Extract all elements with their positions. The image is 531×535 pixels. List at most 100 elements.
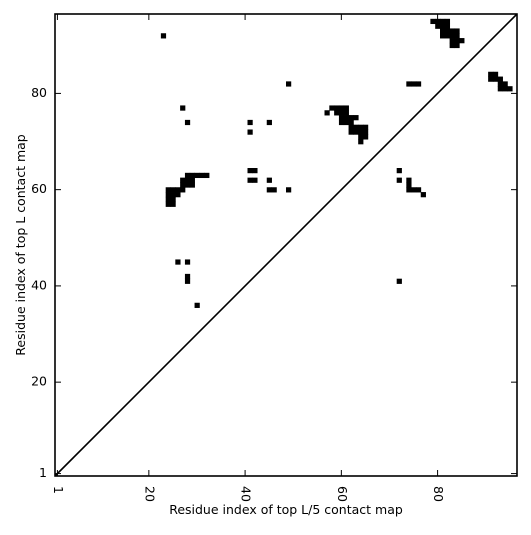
contact-cell xyxy=(180,187,186,193)
contact-cell xyxy=(286,81,292,87)
contact-cell xyxy=(430,18,436,25)
contact-cell xyxy=(165,187,171,193)
contact-cell xyxy=(444,33,451,39)
contact-cell xyxy=(492,76,499,82)
contact-cell xyxy=(358,139,364,145)
contact-cells xyxy=(160,18,513,308)
y-tick-label: 1 xyxy=(39,465,47,480)
contact-cell xyxy=(165,201,171,207)
contact-cell xyxy=(266,187,272,193)
contact-cell xyxy=(338,115,345,121)
contact-cell xyxy=(435,23,441,29)
contact-cell xyxy=(165,192,171,198)
contact-cell xyxy=(165,196,171,203)
contact-cell xyxy=(502,86,508,92)
contact-cell xyxy=(497,76,503,82)
contact-cell xyxy=(184,259,191,265)
contact-cell xyxy=(449,33,455,39)
contact-cell xyxy=(175,259,181,265)
contact-cell xyxy=(406,182,412,188)
contact-cell xyxy=(194,302,200,308)
contact-cell xyxy=(507,86,513,92)
contact-cell xyxy=(189,182,195,188)
x-tick-label: 40 xyxy=(239,486,254,502)
contact-cell xyxy=(444,28,451,34)
contact-cell xyxy=(363,124,369,130)
contact-cell xyxy=(324,110,330,116)
contact-cell xyxy=(170,196,176,203)
contact-cell xyxy=(247,129,253,135)
contact-cell xyxy=(396,278,402,284)
contact-cell xyxy=(497,86,503,92)
contact-cell xyxy=(266,119,272,126)
contact-cell xyxy=(184,177,191,183)
contact-cell xyxy=(334,105,340,111)
contact-cell xyxy=(348,124,354,130)
x-axis-label: Residue index of top L/5 contact map xyxy=(169,502,403,517)
y-axis-ticks: 1 20 40 60 80 xyxy=(31,85,517,480)
contact-cell xyxy=(338,119,345,126)
contact-cell xyxy=(454,42,460,49)
contact-cell xyxy=(406,81,412,87)
contact-cell xyxy=(396,177,402,183)
y-tick-label: 80 xyxy=(31,85,47,100)
contact-cell xyxy=(334,110,340,116)
contact-cell xyxy=(353,124,359,130)
contact-cell xyxy=(184,182,191,188)
contact-cell xyxy=(184,273,191,280)
contact-cell xyxy=(199,172,205,179)
contact-cell xyxy=(338,105,345,111)
contact-cell xyxy=(252,177,258,183)
contact-cell xyxy=(411,81,417,87)
contact-cell xyxy=(406,187,412,193)
contact-cell xyxy=(343,119,349,126)
contact-cell xyxy=(415,187,422,193)
contact-cell xyxy=(358,129,364,135)
contact-cell xyxy=(252,168,258,174)
contact-cell xyxy=(348,115,354,121)
plot-frame xyxy=(54,13,518,477)
contact-cell xyxy=(180,182,186,188)
contact-cell xyxy=(184,119,191,126)
contact-cell xyxy=(175,192,181,198)
contact-cell xyxy=(175,187,181,193)
contact-cell xyxy=(204,172,210,179)
contact-cell xyxy=(348,119,354,126)
contact-cell xyxy=(358,124,364,130)
contact-cell xyxy=(454,28,460,34)
contact-cell xyxy=(449,38,455,44)
contact-cell xyxy=(449,28,455,34)
contact-cell xyxy=(363,134,369,140)
contact-cell xyxy=(440,28,446,34)
contact-cell xyxy=(358,134,364,140)
contact-cell xyxy=(343,115,349,121)
contact-cell xyxy=(420,192,426,198)
contact-cell xyxy=(266,177,272,183)
contact-cell xyxy=(454,38,460,44)
contact-cell xyxy=(170,192,176,198)
contact-cell xyxy=(353,129,359,135)
contact-cell xyxy=(454,33,460,39)
contact-cell xyxy=(444,18,451,25)
contact-cell xyxy=(492,71,499,77)
contact-cell xyxy=(338,110,345,116)
contact-cell xyxy=(440,23,446,29)
contact-cell xyxy=(363,129,369,135)
contact-cell xyxy=(497,81,503,87)
contact-cell xyxy=(440,18,446,25)
contact-cell xyxy=(459,38,465,44)
y-tick-label: 40 xyxy=(31,277,47,292)
contact-cell xyxy=(396,168,402,174)
contact-cell xyxy=(189,172,195,179)
contact-cell xyxy=(415,81,422,87)
contact-cell xyxy=(170,187,176,193)
contact-cell xyxy=(180,105,186,111)
contact-cell xyxy=(271,187,277,193)
contact-cell xyxy=(353,115,359,121)
contact-cell xyxy=(286,187,292,193)
contact-cell xyxy=(247,168,253,174)
x-tick-label: 1 xyxy=(51,486,66,494)
x-tick-label: 60 xyxy=(335,486,350,502)
contact-cell xyxy=(406,177,412,183)
